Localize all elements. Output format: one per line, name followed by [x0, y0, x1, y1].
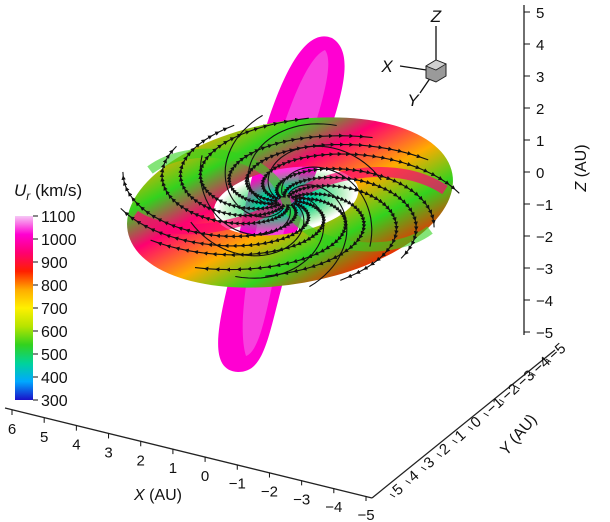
- y-tick-mark: [420, 466, 427, 471]
- streamline: [224, 114, 285, 218]
- colorbar-title: Ur (km/s): [14, 181, 82, 203]
- colorbar-tick-label: 900: [41, 255, 68, 272]
- y-tick-label: 5: [389, 481, 407, 499]
- y-tick-label: 2: [436, 440, 454, 458]
- streamline: [267, 145, 382, 200]
- colorbar-tick-label: 1000: [41, 232, 77, 249]
- triad-y-label: Y: [407, 91, 420, 110]
- x-axis-line: [4, 407, 373, 499]
- colorbar-tick-label: 600: [41, 324, 68, 341]
- z-tick-label: −3: [536, 261, 553, 278]
- y-tick-label: 4: [405, 467, 423, 485]
- streamline: [281, 166, 373, 247]
- streamline: [274, 166, 436, 228]
- z-tick-label: 4: [536, 37, 544, 54]
- streamline: [235, 196, 325, 279]
- z-tick-label: 0: [536, 165, 544, 182]
- z-tick-label: −2: [536, 229, 553, 246]
- streamlines: [120, 114, 460, 288]
- colorbar-tick-label: 400: [41, 370, 68, 387]
- colorbar-tick-label: 300: [41, 393, 68, 410]
- z-axis-title: Z (AU): [573, 144, 590, 192]
- streamline: [286, 183, 399, 281]
- x-axis-ticks: 6 5 4 3 2 1 0 −1 −2 −3 −4 −5: [8, 410, 375, 522]
- x-tick-label: −1: [229, 476, 246, 493]
- streamline: [287, 184, 348, 288]
- x-tick-label: 6: [8, 421, 16, 438]
- x-tick-label: −2: [261, 484, 278, 501]
- x-axis-title: X (AU): [133, 487, 182, 504]
- triad-x-label: X: [380, 57, 393, 76]
- axes-box: [4, 5, 556, 499]
- colorbar-gradient: [15, 216, 33, 400]
- colorbar: Ur (km/s) 1100 1000 900 800 700 600 500 400 300: [14, 181, 82, 410]
- colorbar-ticks: 1100 1000 900 800 700 600 500 400 300: [33, 209, 77, 410]
- y-tick-mark: [530, 372, 536, 376]
- x-tick-label: 3: [104, 444, 112, 461]
- orientation-triad: Z X Y: [380, 7, 447, 110]
- z-tick-label: −1: [536, 197, 553, 214]
- streamline: [190, 202, 305, 257]
- colorbar-tick-label: 1100: [41, 209, 76, 226]
- y-tick-mark: [545, 358, 552, 363]
- y-tick-mark: [483, 412, 489, 417]
- y-tick-mark: [467, 426, 474, 430]
- triad-z-label: Z: [430, 7, 442, 26]
- y-tick-mark: [514, 385, 521, 390]
- y-tick-label: 0: [467, 413, 485, 431]
- x-tick-label: 1: [169, 460, 177, 477]
- y-tick-mark: [405, 480, 411, 484]
- x-tick-label: −3: [293, 491, 310, 508]
- streamline: [260, 151, 460, 201]
- z-axis-ticks: 5 4 3 2 1 0 −1 −2 −3 −4 −5: [524, 5, 553, 342]
- streamline: [199, 155, 291, 236]
- y-tick-mark: [498, 399, 505, 403]
- y-axis-title: Y (AU): [497, 411, 541, 459]
- streamline: [194, 196, 348, 272]
- y-tick-mark: [452, 439, 458, 444]
- velocity-surfaces: [127, 36, 453, 372]
- y-axis-line: [371, 349, 556, 499]
- colorbar-tick-label: 700: [41, 301, 68, 318]
- y-tick-mark: [436, 453, 443, 457]
- streamline: [247, 123, 337, 206]
- y-tick-label: 1: [452, 427, 470, 445]
- x-tick-label: −4: [325, 499, 342, 516]
- colorbar-tick-label: 800: [41, 278, 68, 295]
- z-tick-label: 2: [536, 101, 544, 118]
- x-tick-label: 4: [72, 437, 80, 454]
- z-tick-label: 3: [536, 69, 544, 86]
- x-tick-label: −5: [357, 507, 374, 522]
- x-tick-label: 0: [201, 468, 209, 485]
- z-tick-label: 1: [536, 133, 544, 150]
- y-tick-label: 3: [421, 454, 439, 472]
- z-tick-label: −5: [536, 325, 553, 342]
- x-tick-label: 5: [40, 429, 48, 446]
- z-tick-label: 5: [536, 5, 544, 22]
- y-tick-mark: [389, 493, 396, 498]
- x-tick-label: 2: [137, 452, 145, 469]
- colorbar-tick-label: 500: [41, 347, 68, 364]
- z-tick-label: −4: [536, 293, 553, 310]
